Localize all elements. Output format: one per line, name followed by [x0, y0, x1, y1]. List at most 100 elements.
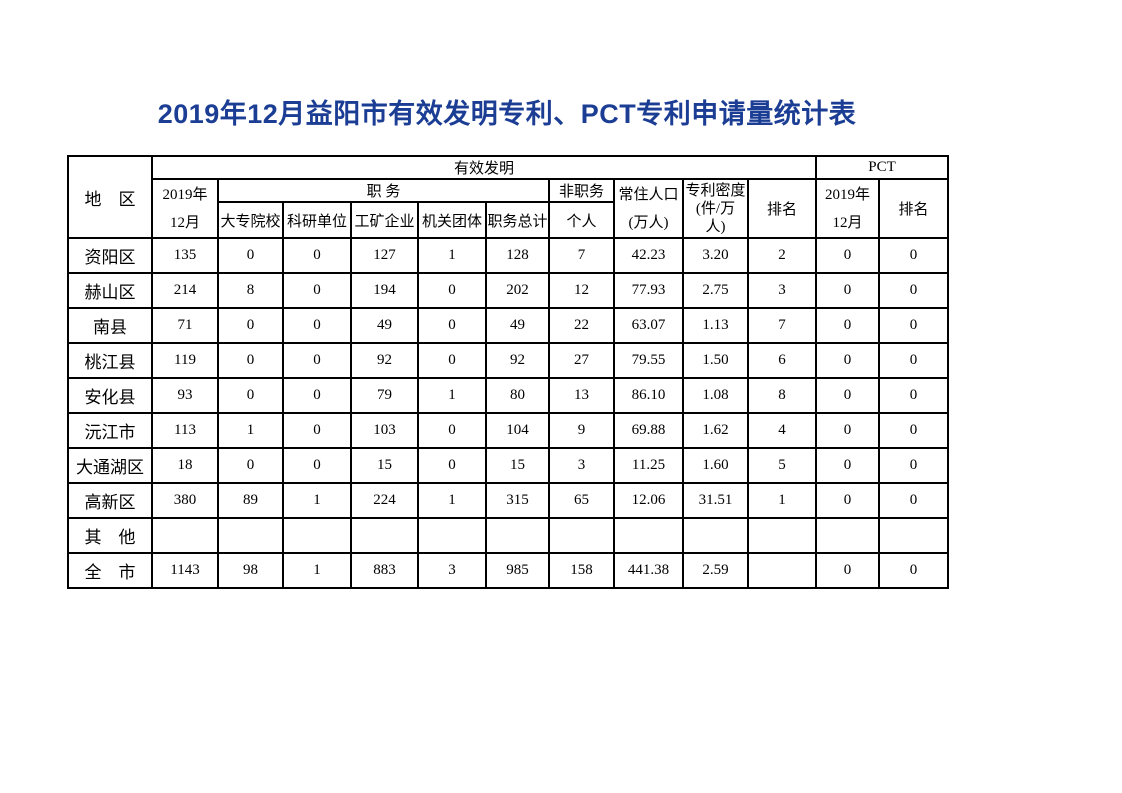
table-cell: 3: [417, 552, 487, 589]
table-cell: 1: [747, 482, 817, 519]
table-cell: 18: [151, 447, 219, 484]
table-cell: 0: [282, 237, 352, 274]
table-cell: 15: [350, 447, 419, 484]
table-cell: 4: [747, 412, 817, 449]
table-cell: 0: [878, 447, 949, 484]
table-cell: 79.55: [613, 342, 684, 379]
table-cell: 380: [151, 482, 219, 519]
table-cell: 0: [878, 272, 949, 309]
table-cell: 202: [485, 272, 550, 309]
table-cell: 441.38: [613, 552, 684, 589]
table-cell: 92: [350, 342, 419, 379]
header-pct: PCT: [815, 155, 949, 180]
header-duty: 职 务: [217, 178, 550, 203]
table-cell: 27: [548, 342, 615, 379]
row-label: 其 他: [67, 517, 153, 554]
row-label: 赫山区: [67, 272, 153, 309]
table-cell: 0: [417, 447, 487, 484]
row-label: 沅江市: [67, 412, 153, 449]
table-cell: 65: [548, 482, 615, 519]
table-cell: 0: [282, 342, 352, 379]
table-cell: 7: [548, 237, 615, 274]
row-label: 安化县: [67, 377, 153, 414]
header-row-2: 2019年 12月 职 务 非职务 常住人口 (万人) 专利密度 (件/万 人)…: [68, 178, 949, 239]
table-cell: 1: [282, 552, 352, 589]
table-cell: [878, 517, 949, 554]
header-pct-month: 2019年 12月: [815, 178, 880, 239]
table-cell: 11.25: [613, 447, 684, 484]
row-label: 桃江县: [67, 342, 153, 379]
table-cell: 5: [747, 447, 817, 484]
table-cell: 0: [417, 412, 487, 449]
table-cell: 0: [815, 552, 880, 589]
table-cell: 0: [417, 272, 487, 309]
table-cell: 69.88: [613, 412, 684, 449]
table-cell: 1143: [151, 552, 219, 589]
table-cell: 2.59: [682, 552, 749, 589]
table-cell: 8: [747, 377, 817, 414]
table-cell: 214: [151, 272, 219, 309]
table-cell: 92: [485, 342, 550, 379]
table-cell: 1: [217, 412, 284, 449]
table-cell: 49: [485, 307, 550, 344]
table-cell: 0: [282, 412, 352, 449]
table-cell: 80: [485, 377, 550, 414]
header-duty-industry: 工矿企业: [350, 201, 419, 239]
header-individual: 个人: [548, 201, 615, 239]
table-cell: 0: [282, 377, 352, 414]
table-cell: 79: [350, 377, 419, 414]
table-cell: 12: [548, 272, 615, 309]
table-cell: 1: [417, 237, 487, 274]
table-cell: 883: [350, 552, 419, 589]
header-row-1: 地 区 有效发明 PCT: [67, 155, 949, 239]
table-cell: 0: [878, 307, 949, 344]
table-row: 安化县 93 0 0 79 1 80 13 86.10 1.08 8 0 0: [67, 377, 949, 414]
table-cell: 0: [217, 237, 284, 274]
table-cell: 9: [548, 412, 615, 449]
table-cell: 0: [815, 342, 880, 379]
table-cell: 3.20: [682, 237, 749, 274]
table-cell: 1.13: [682, 307, 749, 344]
table-cell: [682, 517, 749, 554]
table-cell: 0: [815, 482, 880, 519]
header-rank: 排名: [747, 178, 817, 239]
table-cell: [151, 517, 219, 554]
table-cell: 2.75: [682, 272, 749, 309]
table-cell: 0: [815, 412, 880, 449]
table-cell: 89: [217, 482, 284, 519]
row-label: 资阳区: [67, 237, 153, 274]
table-cell: 42.23: [613, 237, 684, 274]
header-pct-rank: 排名: [878, 178, 949, 239]
table-cell: 119: [151, 342, 219, 379]
table-cell: 1: [282, 482, 352, 519]
table-cell: 0: [217, 342, 284, 379]
table-cell: 127: [350, 237, 419, 274]
header-density: 专利密度 (件/万 人): [682, 178, 749, 239]
table-row: 桃江县 119 0 0 92 0 92 27 79.55 1.50 6 0 0: [67, 342, 949, 379]
table-row: 资阳区 135 0 0 127 1 128 7 42.23 3.20 2 0 0: [67, 237, 949, 274]
header-non-duty: 非职务: [548, 178, 615, 203]
table-cell: 0: [282, 272, 352, 309]
header-duty-research: 科研单位: [282, 201, 352, 239]
table-cell: 0: [282, 307, 352, 344]
table-cell: [282, 517, 352, 554]
table-cell: 0: [878, 482, 949, 519]
header-duty-college: 大专院校: [217, 201, 284, 239]
table-cell: 1: [417, 377, 487, 414]
table-cell: 7: [747, 307, 817, 344]
table-cell: 0: [878, 377, 949, 414]
table-cell: 31.51: [682, 482, 749, 519]
table-cell: 0: [217, 447, 284, 484]
table-row: 赫山区 214 8 0 194 0 202 12 77.93 2.75 3 0 …: [67, 272, 949, 309]
table-cell: 315: [485, 482, 550, 519]
table-cell: 128: [485, 237, 550, 274]
header-duty-agency: 机关团体: [417, 201, 487, 239]
table-cell: 0: [282, 447, 352, 484]
table-cell: [350, 517, 419, 554]
header-row-3: 大专院校 科研单位 工矿企业 机关团体 职务总计 个人: [68, 201, 948, 239]
table-cell: [747, 552, 817, 589]
table-cell: [485, 517, 550, 554]
table-cell: 0: [878, 342, 949, 379]
table-cell: 0: [815, 272, 880, 309]
table-cell: 0: [417, 307, 487, 344]
